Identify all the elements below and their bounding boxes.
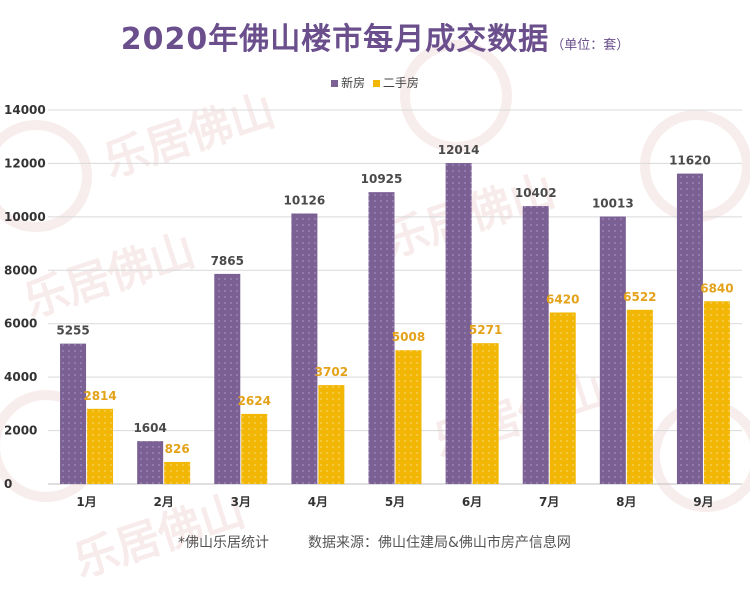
y-tick-label: 8000 — [4, 263, 37, 277]
bar-second-hand — [472, 343, 499, 484]
y-tick-label: 14000 — [4, 103, 46, 117]
data-label-second-hand: 826 — [165, 442, 190, 456]
bar-chart: 0 2000 4000 6000 8000 10000 12000 14000 5255 2814… — [4, 103, 742, 509]
bar-second-hand — [549, 312, 576, 484]
data-label-second-hand: 5008 — [392, 330, 425, 344]
data-label-second-hand: 6420 — [546, 292, 579, 306]
bar-second-hand — [703, 301, 730, 484]
bar-new-house — [445, 163, 472, 484]
bar-new-house — [291, 213, 318, 484]
y-tick-label: 2000 — [4, 424, 37, 438]
legend-item-new: 新房 — [331, 74, 365, 91]
data-label-second-hand: 2624 — [238, 394, 271, 408]
data-label-new-house: 5255 — [56, 324, 89, 338]
x-tick-label: 1月 — [76, 495, 96, 509]
bar-second-hand — [318, 385, 345, 484]
chart-subtitle: （单位：套） — [551, 38, 630, 53]
data-label-second-hand: 2814 — [83, 389, 116, 403]
data-label-new-house: 10402 — [515, 186, 557, 200]
bar-new-house — [137, 441, 164, 484]
x-tick-label: 5月 — [385, 495, 405, 509]
y-tick-label: 10000 — [4, 210, 46, 224]
bar-new-house — [676, 173, 703, 484]
x-tick-label: 7月 — [539, 495, 559, 509]
chart-legend: 新房 二手房 — [0, 74, 750, 91]
data-label-new-house: 11620 — [669, 154, 711, 168]
bar-second-hand — [164, 461, 191, 484]
legend-label-second: 二手房 — [382, 76, 419, 90]
bar-second-hand — [241, 413, 268, 484]
legend-label-new: 新房 — [341, 76, 366, 90]
x-tick-label: 9月 — [693, 495, 713, 509]
bar-new-house — [522, 206, 549, 485]
source-note: *佛山乐居统计 — [178, 535, 269, 551]
data-label-second-hand: 3702 — [315, 365, 348, 379]
data-label-new-house: 12014 — [438, 143, 480, 157]
legend-item-second: 二手房 — [372, 74, 419, 91]
y-tick-label: 4000 — [4, 370, 37, 384]
data-label-new-house: 1604 — [133, 421, 166, 435]
data-label-new-house: 10126 — [284, 193, 326, 207]
bar-second-hand — [626, 309, 653, 484]
bar-second-hand — [395, 350, 422, 484]
chart-title: 2020年佛山楼市每月成交数据 — [120, 22, 550, 57]
chart-header: 2020年佛山楼市每月成交数据 （单位：套） — [0, 14, 750, 58]
y-tick-label: 6000 — [4, 317, 37, 331]
y-tick-label: 0 — [4, 477, 12, 491]
x-tick-label: 6月 — [462, 495, 482, 509]
bar-new-house — [599, 216, 626, 484]
data-label-new-house: 10013 — [592, 197, 634, 211]
data-label-second-hand: 6840 — [700, 281, 733, 295]
data-label-new-house: 7865 — [211, 254, 244, 268]
data-source: 数据来源：佛山住建局&佛山市房产信息网 — [308, 535, 571, 551]
legend-swatch-new — [331, 80, 339, 87]
y-tick-label: 12000 — [4, 156, 46, 170]
bar-new-house — [214, 273, 241, 484]
bar-new-house — [60, 343, 87, 484]
data-label-second-hand: 6522 — [623, 290, 656, 304]
bar-new-house — [368, 192, 395, 484]
x-tick-label: 2月 — [153, 495, 173, 509]
x-tick-label: 8月 — [616, 495, 636, 509]
bar-second-hand — [87, 408, 114, 484]
legend-swatch-second — [372, 80, 380, 87]
data-label-new-house: 10925 — [361, 172, 403, 186]
x-tick-label: 4月 — [308, 495, 328, 509]
x-tick-label: 3月 — [231, 495, 251, 509]
data-label-second-hand: 5271 — [469, 323, 502, 337]
